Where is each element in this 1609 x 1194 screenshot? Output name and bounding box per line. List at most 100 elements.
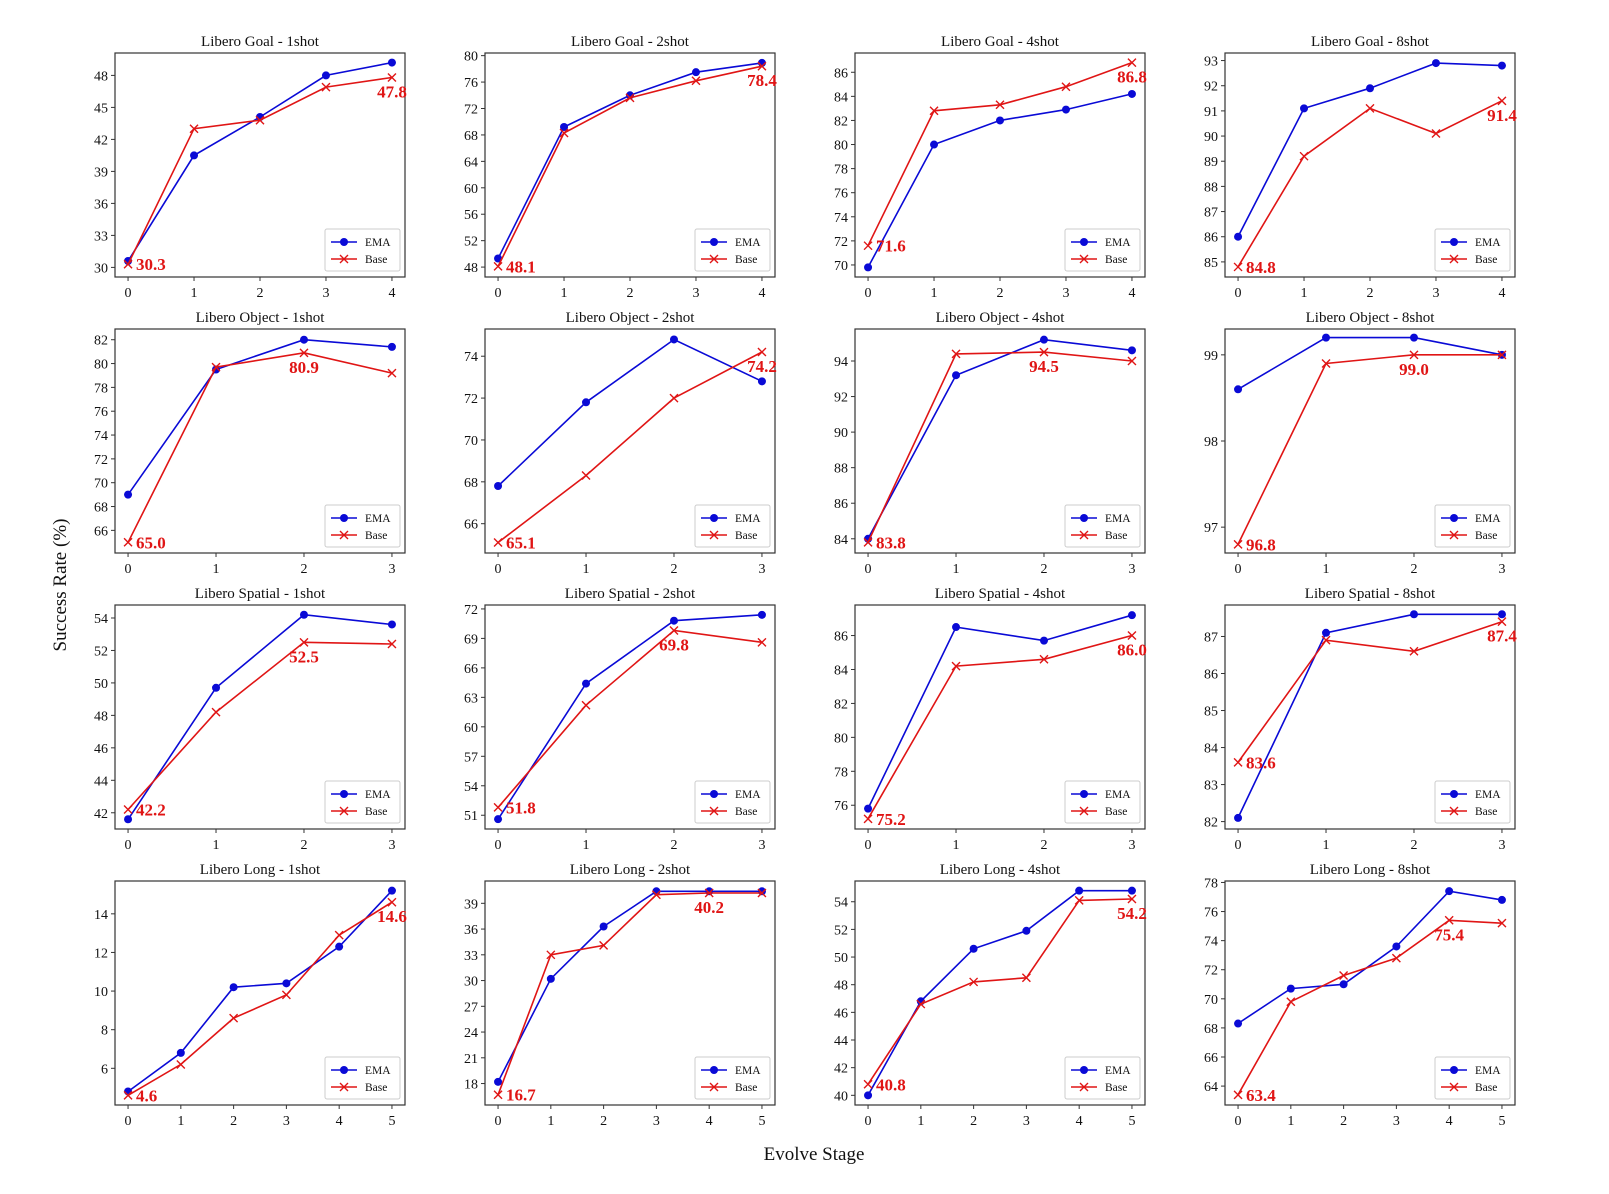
value-annotation: 99.0	[1399, 360, 1429, 379]
y-tick-label: 24	[464, 1026, 478, 1041]
subplot-title: Libero Goal - 2shot	[571, 34, 690, 50]
value-annotation: 65.1	[506, 534, 536, 553]
legend-marker-ema	[710, 514, 718, 522]
legend-label-ema: EMA	[1105, 789, 1131, 801]
data-point-ema	[387, 620, 396, 629]
data-point-ema	[1127, 89, 1136, 98]
y-tick-label: 14	[94, 908, 108, 923]
data-point-base	[123, 537, 133, 547]
x-tick-label: 0	[125, 1114, 132, 1129]
data-point-ema	[669, 335, 678, 344]
data-point-base	[1497, 617, 1507, 627]
subplot-title: Libero Goal - 1shot	[201, 34, 320, 50]
subplot: Libero Object - 8shot 97 98 99 0 1 2 3 96.8 99.0 E…	[1204, 310, 1516, 577]
y-tick-label: 74	[834, 211, 848, 226]
y-tick-label: 74	[464, 350, 478, 365]
y-tick-label: 27	[464, 1000, 478, 1015]
data-point-base	[916, 999, 926, 1009]
value-annotation: 84.8	[1246, 258, 1276, 277]
legend-label-ema: EMA	[1475, 237, 1501, 249]
x-tick-label: 0	[865, 562, 872, 577]
y-axis-label: Success Rate (%)	[50, 519, 71, 652]
x-tick-label: 4	[758, 286, 765, 301]
y-tick-label: 82	[834, 697, 848, 712]
legend: EMA Base	[324, 780, 401, 824]
y-tick-label: 80	[94, 358, 108, 373]
legend-marker-base	[709, 530, 719, 540]
data-point-base	[189, 124, 199, 134]
series-line-base	[867, 351, 1132, 543]
x-tick-label: 0	[495, 838, 502, 853]
data-point-ema	[494, 1077, 503, 1086]
y-tick-label: 54	[94, 612, 108, 627]
x-tick-label: 0	[1235, 838, 1242, 853]
data-point-base	[757, 61, 767, 71]
data-point-ema	[546, 974, 555, 983]
data-point-base	[995, 100, 1005, 110]
x-tick-label: 0	[1235, 562, 1242, 577]
value-annotation: 16.7	[506, 1086, 536, 1105]
data-point-base	[669, 393, 679, 403]
data-point-base	[1444, 915, 1454, 925]
legend-marker-base	[1449, 254, 1459, 264]
y-tick-label: 93	[1204, 55, 1218, 70]
x-tick-label: 2	[300, 562, 307, 577]
y-tick-label: 51	[464, 809, 478, 824]
series-line-base	[497, 892, 762, 1095]
data-point-base	[299, 637, 309, 647]
legend-label-base: Base	[1105, 806, 1127, 818]
legend-marker-ema	[710, 790, 718, 798]
data-point-base	[493, 538, 503, 548]
subplot-title: Libero Object - 8shot	[1306, 310, 1436, 326]
value-annotation: 83.6	[1246, 753, 1276, 772]
data-point-ema	[952, 371, 961, 380]
y-tick-label: 92	[1204, 80, 1218, 95]
subplot: Libero Goal - 1shot 30 33 36 39 42 45 48 0 1 2 3 4 30…	[94, 34, 407, 301]
x-tick-label: 1	[583, 838, 590, 853]
series-line-ema	[497, 614, 763, 820]
legend-label-ema: EMA	[1475, 513, 1501, 525]
x-tick-label: 1	[213, 838, 220, 853]
value-annotation: 47.8	[377, 83, 407, 102]
data-point-ema	[1445, 887, 1454, 896]
y-tick-label: 76	[834, 799, 848, 814]
legend-box	[324, 504, 401, 548]
data-point-ema	[582, 679, 591, 688]
data-point-base	[1021, 973, 1031, 983]
legend: EMA Base	[324, 1056, 401, 1100]
legend-marker-base	[1449, 806, 1459, 816]
legend-label-base: Base	[1105, 1082, 1127, 1094]
subplot-title: Libero Goal - 4shot	[941, 34, 1060, 50]
data-point-base	[123, 259, 133, 269]
y-tick-label: 69	[464, 632, 478, 647]
y-tick-label: 82	[94, 334, 108, 349]
series-line-ema	[127, 890, 393, 1093]
x-tick-label: 0	[125, 562, 132, 577]
data-point-base	[123, 805, 133, 815]
y-tick-label: 87	[1204, 206, 1218, 221]
series-line-base	[1237, 620, 1503, 763]
data-point-base	[255, 115, 265, 125]
legend-marker-ema	[1080, 514, 1088, 522]
y-tick-label: 70	[1204, 993, 1218, 1008]
y-tick-label: 68	[1204, 1022, 1218, 1037]
legend-marker-base	[339, 254, 349, 264]
legend: EMA Base	[324, 504, 401, 548]
legend: EMA Base	[1064, 228, 1141, 272]
subplot: Libero Goal - 2shot 48 52 56 60 64 68 72 76 80 0 1 2…	[464, 34, 777, 301]
y-tick-label: 88	[834, 462, 848, 477]
data-point-ema	[1339, 980, 1348, 989]
x-tick-label: 0	[1235, 286, 1242, 301]
y-tick-label: 10	[94, 985, 108, 1000]
data-point-ema	[691, 68, 700, 77]
x-tick-label: 4	[388, 286, 395, 301]
data-point-ema	[1234, 1019, 1243, 1028]
data-point-base	[211, 707, 221, 717]
x-tick-label: 1	[931, 286, 938, 301]
data-point-base	[581, 471, 591, 481]
data-point-base	[757, 637, 767, 647]
x-tick-label: 1	[177, 1114, 184, 1129]
y-tick-label: 86	[1204, 231, 1218, 246]
series-line-base	[127, 641, 392, 811]
